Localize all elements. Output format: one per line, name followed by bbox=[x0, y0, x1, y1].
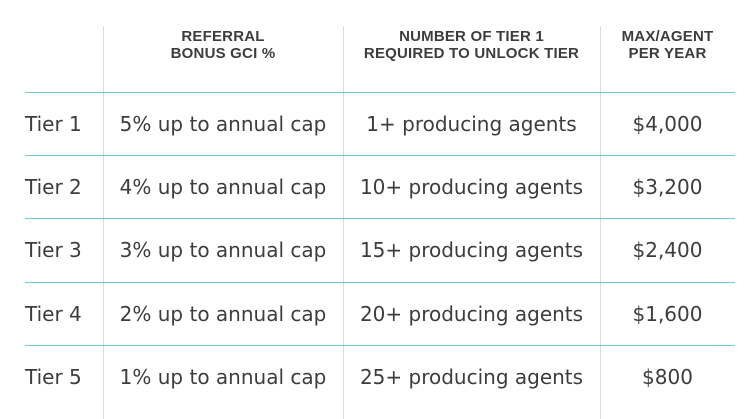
header-line: BONUS GCI % bbox=[170, 45, 276, 62]
header-referral-bonus: REFERRAL BONUS GCI % bbox=[103, 28, 343, 62]
required-cell: 25+ producing agents bbox=[359, 364, 584, 389]
bonus-cell: 5% up to annual cap bbox=[119, 111, 327, 136]
row-divider bbox=[25, 218, 735, 219]
max-cell: $3,200 bbox=[632, 174, 703, 199]
required-cell: 20+ producing agents bbox=[359, 301, 584, 326]
tier-label: Tier 5 bbox=[25, 364, 82, 389]
header-max-per-year: MAX/AGENT PER YEAR bbox=[600, 28, 735, 62]
bonus-cell: 1% up to annual cap bbox=[119, 364, 327, 389]
header-line: NUMBER OF TIER 1 bbox=[399, 28, 544, 45]
tier-label: Tier 3 bbox=[25, 237, 82, 262]
max-cell: $800 bbox=[642, 364, 693, 389]
required-cell: 1+ producing agents bbox=[366, 111, 577, 136]
max-cell: $2,400 bbox=[632, 237, 703, 262]
tier-label: Tier 4 bbox=[25, 301, 82, 326]
bonus-cell: 4% up to annual cap bbox=[119, 174, 327, 199]
header-line: MAX/AGENT bbox=[621, 28, 714, 45]
max-cell: $4,000 bbox=[632, 111, 703, 136]
column-divider bbox=[343, 26, 344, 419]
row-divider bbox=[25, 345, 735, 346]
header-line: REQUIRED TO UNLOCK TIER bbox=[363, 45, 580, 62]
header-line: PER YEAR bbox=[628, 45, 707, 62]
header-line: REFERRAL bbox=[181, 28, 265, 45]
required-cell: 10+ producing agents bbox=[359, 174, 584, 199]
row-divider bbox=[25, 155, 735, 156]
column-divider bbox=[103, 26, 104, 419]
tier-label: Tier 1 bbox=[25, 111, 82, 136]
column-divider bbox=[600, 26, 601, 419]
header-tier1-required: NUMBER OF TIER 1 REQUIRED TO UNLOCK TIER bbox=[343, 28, 600, 62]
referral-tier-table: REFERRAL BONUS GCI % NUMBER OF TIER 1 RE… bbox=[25, 0, 735, 419]
max-cell: $1,600 bbox=[632, 301, 703, 326]
tier-label: Tier 2 bbox=[25, 174, 82, 199]
bonus-cell: 2% up to annual cap bbox=[119, 301, 327, 326]
row-divider bbox=[25, 282, 735, 283]
required-cell: 15+ producing agents bbox=[359, 237, 584, 262]
bonus-cell: 3% up to annual cap bbox=[119, 237, 327, 262]
row-divider bbox=[25, 92, 735, 93]
